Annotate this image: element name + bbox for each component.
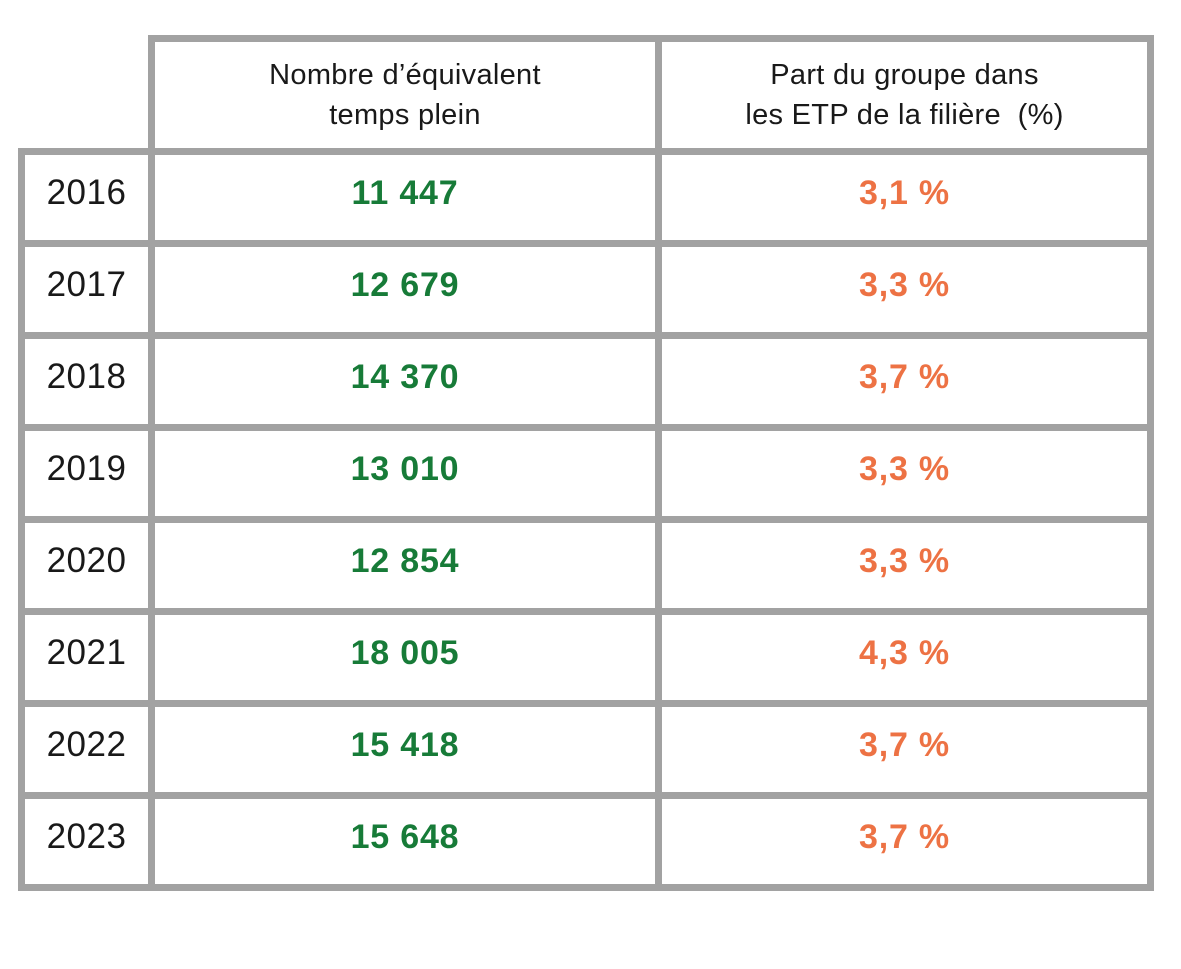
table-row: 2021 18 005 4,3 % <box>18 608 1154 707</box>
table-row: 2018 14 370 3,7 % <box>18 332 1154 431</box>
etp-value-cell: 15 418 <box>148 700 662 799</box>
etp-value-cell: 18 005 <box>148 608 662 707</box>
year-cell: 2022 <box>18 700 155 799</box>
part-value-cell: 3,3 % <box>655 516 1154 615</box>
year-cell: 2018 <box>18 332 155 431</box>
table-row: 2020 12 854 3,3 % <box>18 516 1154 615</box>
table-row: 2023 15 648 3,7 % <box>18 792 1154 891</box>
year-cell: 2020 <box>18 516 155 615</box>
part-value-cell: 3,7 % <box>655 792 1154 891</box>
part-value-cell: 3,3 % <box>655 240 1154 339</box>
etp-value-cell: 12 679 <box>148 240 662 339</box>
etp-value-cell: 15 648 <box>148 792 662 891</box>
etp-value-cell: 14 370 <box>148 332 662 431</box>
etp-value-cell: 13 010 <box>148 424 662 523</box>
table-row: 2017 12 679 3,3 % <box>18 240 1154 339</box>
etp-value-cell: 11 447 <box>148 148 662 247</box>
part-value-cell: 3,7 % <box>655 700 1154 799</box>
part-value-cell: 4,3 % <box>655 608 1154 707</box>
table-row: 2019 13 010 3,3 % <box>18 424 1154 523</box>
corner-spacer <box>22 39 152 152</box>
table-header-row: Nombre d’équivalent temps plein Part du … <box>22 35 1154 155</box>
year-cell: 2017 <box>18 240 155 339</box>
year-cell: 2021 <box>18 608 155 707</box>
year-cell: 2019 <box>18 424 155 523</box>
year-cell: 2016 <box>18 148 155 247</box>
table-header-etp: Nombre d’équivalent temps plein <box>148 35 662 155</box>
etp-table: Nombre d’équivalent temps plein Part du … <box>18 35 1154 891</box>
table-row: 2022 15 418 3,7 % <box>18 700 1154 799</box>
table-header-part: Part du groupe dans les ETP de la filièr… <box>655 35 1154 155</box>
part-value-cell: 3,7 % <box>655 332 1154 431</box>
year-cell: 2023 <box>18 792 155 891</box>
etp-value-cell: 12 854 <box>148 516 662 615</box>
table-row: 2016 11 447 3,1 % <box>18 148 1154 247</box>
part-value-cell: 3,1 % <box>655 148 1154 247</box>
part-value-cell: 3,3 % <box>655 424 1154 523</box>
